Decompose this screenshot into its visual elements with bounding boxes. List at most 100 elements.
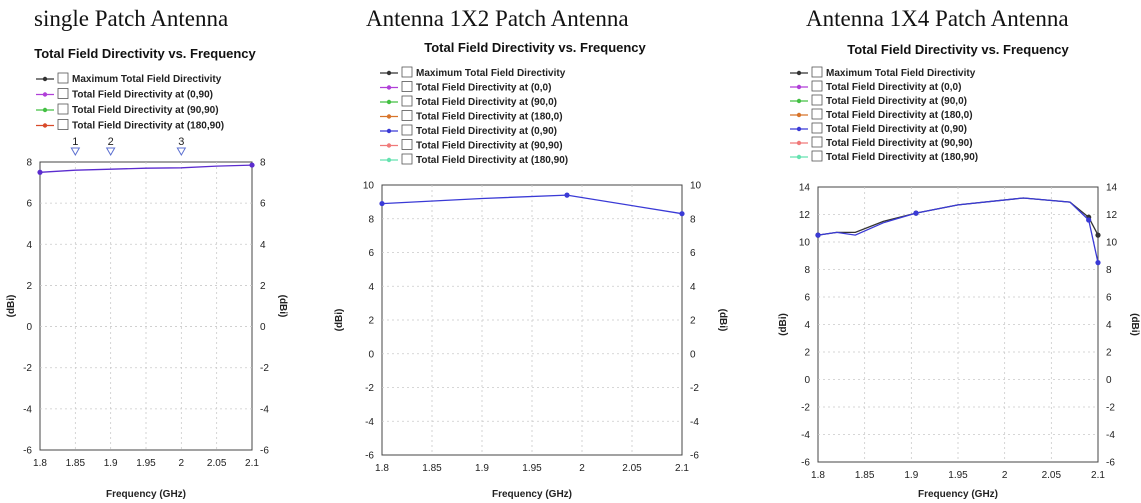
- y-tick-label-left: -6: [23, 446, 32, 457]
- y-tick-label-left: 10: [799, 238, 811, 249]
- y-tick-label-right: -4: [260, 404, 269, 415]
- legend-checkbox: [401, 81, 413, 92]
- legend-entry: Total Field Directivity at (90,0): [416, 97, 557, 108]
- legend-marker: [796, 84, 802, 90]
- legend-checkbox: [811, 94, 823, 106]
- y-tick-label-left: -4: [23, 404, 32, 415]
- series-point: [564, 192, 570, 198]
- legend-marker: [386, 99, 392, 105]
- y-tick-label-left: 6: [26, 199, 32, 210]
- legend-checkbox: [57, 72, 69, 84]
- legend-checkbox: [401, 124, 413, 136]
- legend-checkbox: [811, 136, 823, 148]
- y-tick-label-right: 6: [690, 248, 696, 259]
- y-tick-label-right: -2: [1106, 403, 1115, 414]
- x-tick-label: 2.05: [622, 463, 642, 474]
- x-tick-label: 1.8: [33, 458, 47, 469]
- x-tick-label: 1.85: [855, 470, 875, 481]
- y-tick-label-left: 8: [804, 265, 810, 276]
- x-tick-label: 2.1: [675, 463, 689, 474]
- y-tick-label-right: 6: [1106, 293, 1112, 304]
- chart-title: Total Field Directivity vs. Frequency: [847, 42, 1069, 57]
- y-tick-label-right: -4: [690, 417, 699, 428]
- x-tick-label: 1.9: [475, 463, 489, 474]
- legend-entry: Total Field Directivity at (90,90): [416, 141, 563, 152]
- x-tick-label: 2.05: [1042, 470, 1062, 481]
- y-tick-label-left: -2: [23, 363, 32, 374]
- y-tick-label-left: 2: [26, 281, 32, 292]
- legend-checkbox: [811, 150, 823, 162]
- y-tick-label-right: 8: [260, 158, 266, 169]
- series-line: [817, 197, 1099, 263]
- legend-checkbox: [811, 80, 823, 92]
- y-tick-label-left: 8: [26, 158, 32, 169]
- y-tick-label-right: 0: [260, 322, 266, 333]
- series-point: [815, 232, 821, 238]
- y-tick-label-left: -6: [801, 458, 810, 469]
- chart-title: Total Field Directivity vs. Frequency: [424, 40, 646, 55]
- x-tick-label: 1.95: [136, 458, 156, 469]
- y-tick-label-right: -6: [1106, 458, 1115, 469]
- legend-marker: [42, 76, 48, 82]
- legend-checkbox: [401, 153, 413, 165]
- legend-entry: Total Field Directivity at (90,90): [72, 105, 219, 116]
- frequency-marker: [105, 147, 116, 157]
- legend-checkbox: [401, 139, 413, 150]
- frequency-marker-label: 2: [108, 136, 114, 148]
- y-tick-label-left: 4: [368, 282, 374, 293]
- series-point: [679, 211, 685, 217]
- legend-checkbox: [57, 119, 69, 130]
- x-tick-label: 1.95: [948, 470, 968, 481]
- x-tick-label: 2.1: [245, 458, 259, 469]
- y-axis-label-right: (dBi): [717, 309, 728, 332]
- legend-marker: [386, 70, 392, 76]
- series-point: [379, 200, 385, 207]
- legend-checkbox: [811, 108, 823, 120]
- y-axis-label-right: (dBi): [277, 295, 288, 318]
- y-tick-label-left: 0: [804, 375, 810, 386]
- y-tick-label-right: -2: [260, 363, 269, 374]
- x-tick-label: 2.1: [1091, 470, 1105, 481]
- legend-entry: Maximum Total Field Directivity: [826, 68, 976, 79]
- x-tick-label: 1.8: [375, 463, 389, 474]
- y-tick-label-left: 2: [804, 348, 810, 359]
- y-tick-label-left: 6: [804, 293, 810, 304]
- y-tick-label-left: 0: [26, 322, 32, 333]
- legend-entry: Total Field Directivity at (180,0): [826, 110, 973, 121]
- legend-marker: [796, 140, 802, 146]
- x-tick-label: 1.85: [66, 458, 86, 469]
- y-tick-label-right: -6: [690, 451, 699, 462]
- legend-marker: [796, 70, 802, 76]
- legend-entry: Maximum Total Field Directivity: [72, 74, 222, 85]
- y-tick-label-left: -4: [801, 430, 810, 441]
- x-tick-label: 1.9: [904, 470, 918, 481]
- y-tick-label-right: 10: [1106, 238, 1118, 249]
- y-tick-label-right: -2: [690, 383, 699, 394]
- y-tick-label-right: 8: [690, 214, 696, 225]
- legend-entry: Maximum Total Field Directivity: [416, 68, 566, 79]
- x-tick-label: 1.9: [104, 458, 118, 469]
- frequency-marker: [70, 147, 81, 157]
- x-axis-label: Frequency (GHz): [492, 489, 572, 500]
- y-tick-label-left: 6: [368, 248, 374, 259]
- legend-entry: Total Field Directivity at (0,0): [826, 82, 961, 93]
- x-tick-label: 2: [1002, 470, 1008, 481]
- y-tick-label-right: 4: [690, 282, 696, 293]
- y-tick-label-left: 2: [368, 316, 374, 327]
- frequency-marker: [176, 147, 187, 157]
- chart-title: Total Field Directivity vs. Frequency: [34, 46, 256, 61]
- x-tick-label: 1.8: [811, 470, 825, 481]
- legend-entry: Total Field Directivity at (180,90): [416, 155, 568, 166]
- chart-single-patch: Total Field Directivity vs. Frequency Max…: [6, 46, 288, 500]
- legend-marker: [42, 92, 48, 97]
- y-tick-label-right: 4: [260, 240, 266, 251]
- series-point: [1086, 217, 1092, 223]
- legend-checkbox: [401, 110, 413, 121]
- y-tick-label-left: -6: [365, 451, 374, 462]
- y-tick-label-left: -2: [365, 383, 374, 394]
- series-point: [1095, 260, 1101, 266]
- plot-area: [39, 161, 253, 451]
- y-tick-label-left: 4: [26, 240, 32, 251]
- series-point: [37, 169, 43, 175]
- legend-checkbox: [811, 122, 823, 134]
